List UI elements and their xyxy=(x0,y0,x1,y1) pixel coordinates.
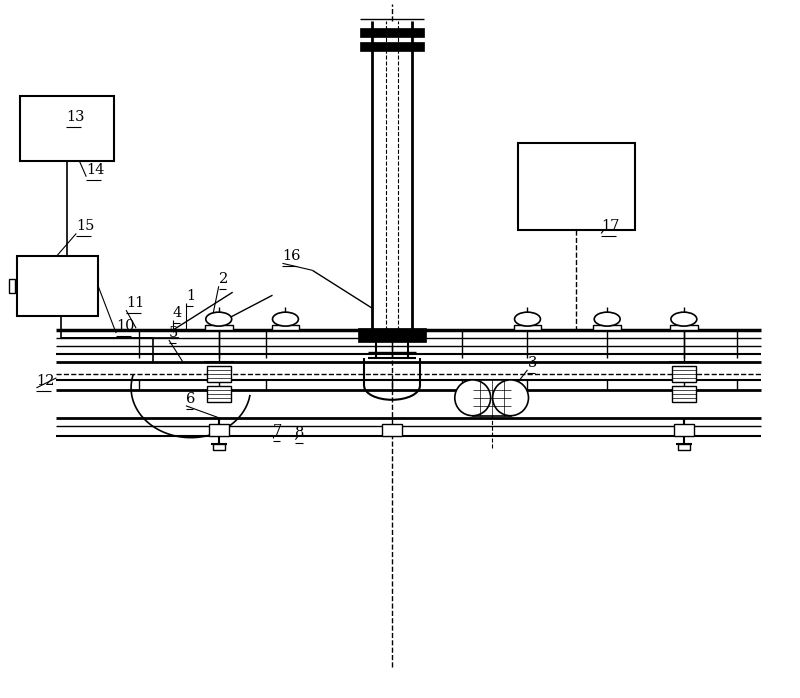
Bar xyxy=(360,29,424,37)
Bar xyxy=(271,325,299,330)
Bar xyxy=(473,380,510,416)
Text: 4: 4 xyxy=(173,306,182,320)
Bar xyxy=(206,366,230,382)
Text: 11: 11 xyxy=(126,296,144,310)
Text: 8: 8 xyxy=(295,426,305,440)
Text: 12: 12 xyxy=(37,374,55,388)
Bar xyxy=(358,328,426,342)
Text: 17: 17 xyxy=(601,219,619,233)
Bar xyxy=(672,386,696,402)
Text: 5: 5 xyxy=(169,326,178,340)
Bar xyxy=(518,143,635,230)
Bar xyxy=(17,256,98,316)
Text: 3: 3 xyxy=(527,356,537,370)
Bar xyxy=(674,424,694,436)
Bar xyxy=(594,325,621,330)
Bar xyxy=(206,386,230,402)
Text: 13: 13 xyxy=(66,110,85,124)
Bar xyxy=(514,325,542,330)
Text: 16: 16 xyxy=(282,249,301,263)
Text: 1: 1 xyxy=(186,289,195,303)
Circle shape xyxy=(493,380,529,416)
Bar xyxy=(9,279,14,293)
Text: 7: 7 xyxy=(273,424,282,438)
Text: 10: 10 xyxy=(116,319,134,333)
Bar xyxy=(209,424,229,436)
Bar xyxy=(670,325,698,330)
Bar xyxy=(672,366,696,382)
Bar xyxy=(678,444,690,450)
Ellipse shape xyxy=(514,312,541,326)
Bar xyxy=(205,325,233,330)
Bar xyxy=(19,96,114,161)
Bar xyxy=(213,444,225,450)
Ellipse shape xyxy=(206,312,232,326)
Ellipse shape xyxy=(671,312,697,326)
Text: 15: 15 xyxy=(76,219,94,233)
Bar xyxy=(382,424,402,436)
Text: 14: 14 xyxy=(86,163,105,177)
Text: 2: 2 xyxy=(218,272,228,286)
Ellipse shape xyxy=(273,312,298,326)
Bar xyxy=(360,42,424,51)
Circle shape xyxy=(454,380,490,416)
Text: 6: 6 xyxy=(186,392,195,406)
Ellipse shape xyxy=(594,312,620,326)
